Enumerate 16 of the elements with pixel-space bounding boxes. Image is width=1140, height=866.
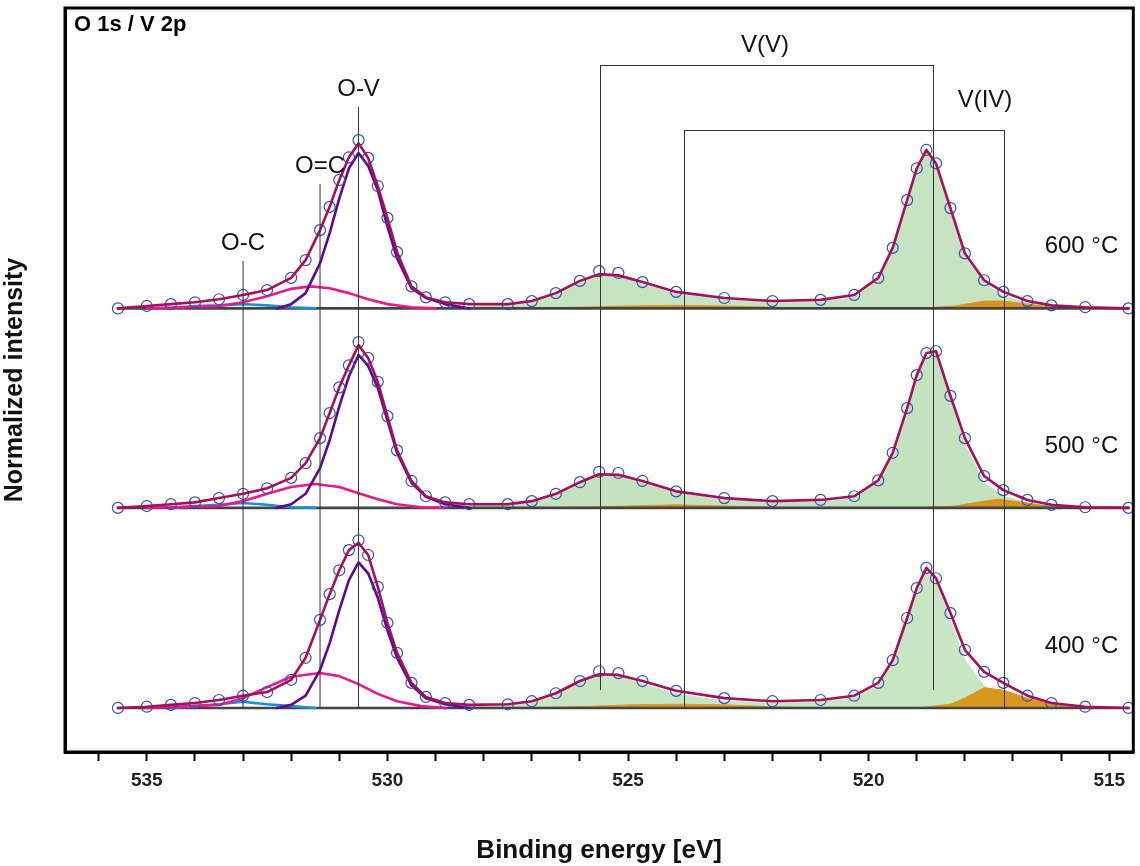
ref-line-label: O-V — [337, 73, 380, 101]
series-label: 400 °C — [1044, 630, 1119, 658]
text: V(IV) — [957, 84, 1013, 112]
x-tick-label: 515 — [1093, 768, 1126, 790]
series-label: 500 °C — [1044, 430, 1119, 458]
x-tick-label: 535 — [130, 768, 164, 790]
x-axis-title: Binding energy [eV] — [476, 833, 722, 864]
y-axis-title: Normalized intensity — [0, 257, 27, 503]
ref-line-label: O=C — [295, 150, 346, 178]
x-tick-label: 520 — [852, 768, 885, 790]
x-tick-label: 525 — [612, 768, 645, 790]
text: V(V) — [741, 29, 789, 57]
series-label: 600 °C — [1044, 231, 1119, 259]
chart-title: O 1s / V 2p — [74, 11, 187, 37]
ref-line-label: O-C — [221, 227, 266, 255]
x-tick-label: 530 — [371, 768, 404, 790]
